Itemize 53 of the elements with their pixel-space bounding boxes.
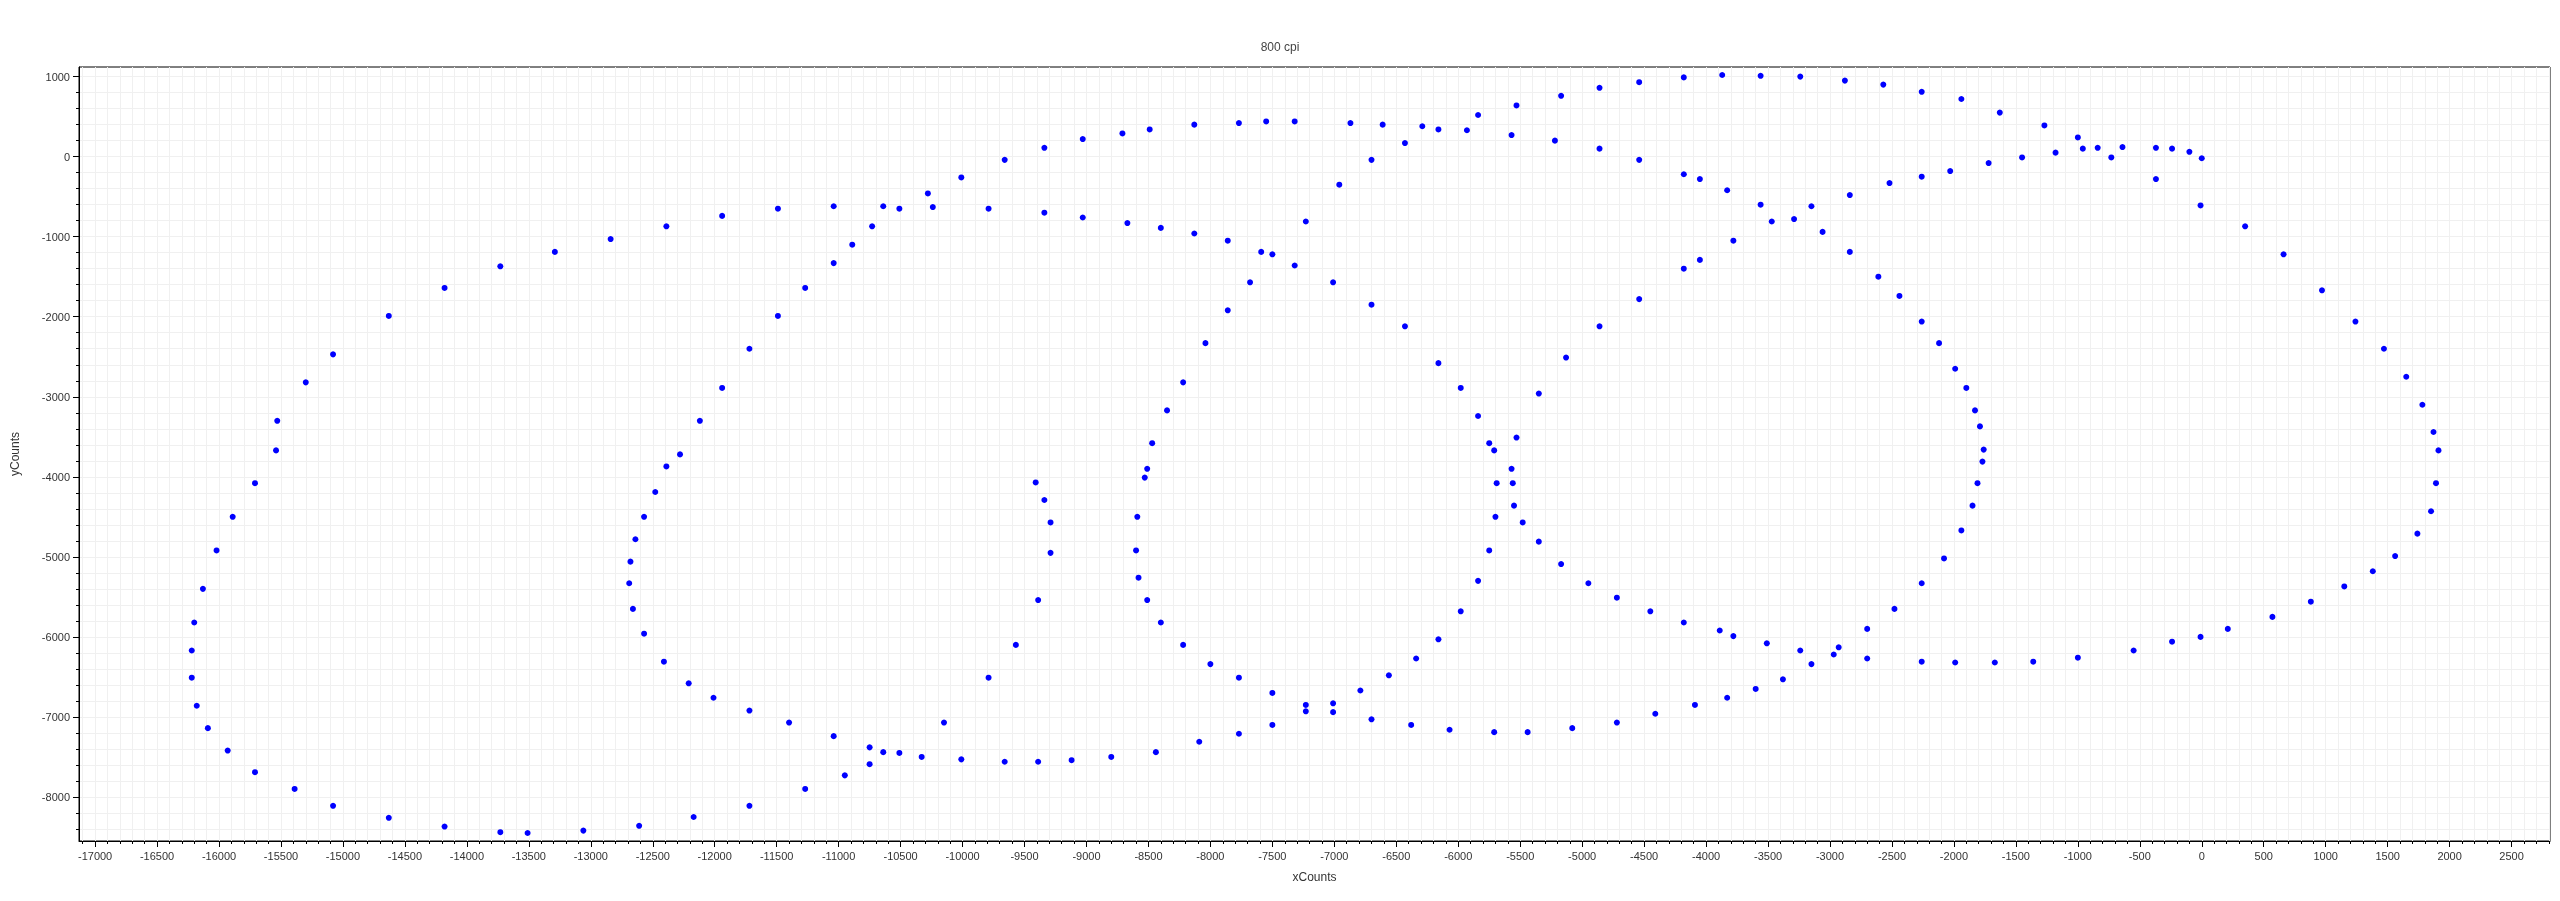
y-tick-label: -8000 [41, 790, 70, 803]
x-tick-label: -15000 [325, 849, 361, 862]
x-tick-label: -6000 [1444, 849, 1473, 862]
x-tick-label: -16000 [201, 849, 237, 862]
y-tick-label: -5000 [41, 550, 70, 563]
x-tick-label: -2000 [1939, 849, 1969, 862]
x-tick-label: -17000 [77, 849, 113, 862]
x-axis-title: xCounts [1292, 870, 1337, 884]
x-tick-label: -1500 [2001, 849, 2030, 862]
x-tick-label: -9000 [1072, 849, 1101, 862]
x-tick-label: -8500 [1134, 849, 1163, 862]
x-tick-label: -14000 [449, 849, 485, 862]
x-tick-label: 1000 [2313, 849, 2338, 862]
y-tick-label: -1000 [41, 230, 70, 243]
x-tick-label: -14500 [387, 849, 423, 862]
y-tick-label: -2000 [41, 310, 70, 323]
x-tick-label: -9500 [1010, 849, 1039, 862]
x-tick-label: -1000 [2063, 849, 2092, 862]
x-tick-label: -13500 [511, 849, 546, 862]
x-tick-label: -5000 [1568, 849, 1597, 862]
x-tick-label: -7500 [1258, 849, 1287, 862]
x-tick-label: -10500 [883, 849, 918, 862]
x-tick-label: -11000 [821, 849, 856, 862]
x-tick-label: -12500 [635, 849, 670, 862]
x-tick-label: 1500 [2375, 849, 2400, 862]
x-tick-label: -16500 [139, 849, 175, 862]
y-tick-label: -7000 [41, 710, 70, 723]
y-axis-title: yCounts [8, 431, 22, 477]
x-tick-label: -4000 [1692, 849, 1721, 862]
x-tick-label: -12000 [697, 849, 732, 862]
x-tick-label: -3500 [1753, 849, 1783, 862]
y-tick-label: 0 [63, 150, 70, 163]
chart-subtitle: 800 cpi [1260, 40, 1300, 54]
x-tick-label: -5500 [1506, 849, 1535, 862]
x-tick-label: 0 [2198, 849, 2205, 862]
x-tick-label: -6500 [1382, 849, 1411, 862]
x-tick-label: 500 [2254, 849, 2273, 862]
x-tick-label: 2000 [2437, 849, 2462, 862]
x-tick-label: -10000 [945, 849, 980, 862]
y-tick-label: -4000 [41, 470, 70, 483]
y-tick-label: 1000 [45, 70, 70, 83]
x-tick-label: -4500 [1630, 849, 1659, 862]
x-tick-label: -7000 [1320, 849, 1349, 862]
x-tick-label: -3000 [1815, 849, 1845, 862]
x-tick-label: -13000 [573, 849, 608, 862]
y-tick-label: -6000 [41, 630, 70, 643]
y-tick-label: -3000 [41, 390, 70, 403]
x-tick-label: -2500 [1877, 849, 1907, 862]
x-tick-label: -8000 [1196, 849, 1225, 862]
x-tick-label: -15500 [263, 849, 299, 862]
x-tick-label: 2500 [2499, 849, 2524, 862]
x-tick-label: -500 [2128, 849, 2151, 862]
x-tick-label: -11500 [759, 849, 794, 862]
